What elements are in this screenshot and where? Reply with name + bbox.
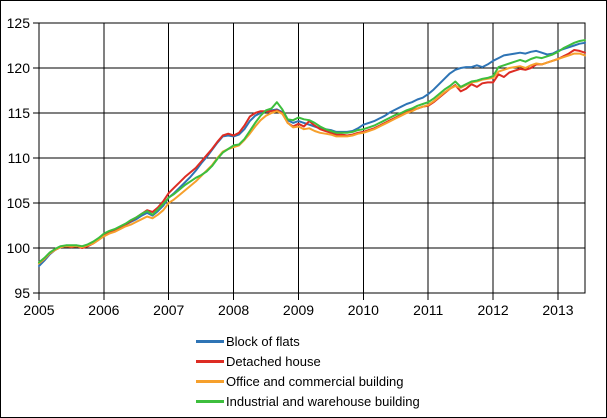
- legend-line-swatch: [196, 399, 224, 403]
- x-axis-label: 2010: [348, 302, 379, 318]
- x-axis-label: 2011: [413, 302, 443, 318]
- plot-frame: [38, 22, 586, 294]
- x-axis-label: 2007: [153, 302, 184, 318]
- x-axis-label: 2012: [478, 302, 509, 318]
- y-axis-label: 115: [8, 105, 31, 121]
- y-axis-label: 95: [14, 285, 30, 301]
- legend-item-block-of-flats: Block of flats: [196, 331, 420, 351]
- x-axis-label: 2006: [88, 302, 119, 318]
- legend-line-swatch: [196, 339, 224, 343]
- x-axis-label: 2013: [542, 302, 573, 318]
- x-axis-label: 2009: [283, 302, 314, 318]
- series-line-office-and-commercial-building: [38, 52, 586, 265]
- legend-line-swatch: [196, 359, 224, 363]
- legend-line-swatch: [196, 379, 224, 383]
- legend-item-office-commercial: Office and commercial building: [196, 371, 420, 391]
- legend-label: Office and commercial building: [226, 373, 404, 389]
- y-axis-label: 100: [7, 240, 31, 256]
- x-axis-label: 2008: [218, 302, 249, 318]
- legend-item-industrial-warehouse: Industrial and warehouse building: [196, 391, 420, 411]
- legend-label: Block of flats: [226, 333, 300, 349]
- legend-item-detached-house: Detached house: [196, 351, 420, 371]
- series-line-industrial-and-warehouse-building: [38, 39, 586, 264]
- legend-label: Detached house: [226, 353, 321, 369]
- series-line-detached-house: [38, 49, 586, 265]
- y-axis-label: 105: [7, 195, 31, 211]
- legend: Block of flats Detached house Office and…: [196, 331, 420, 411]
- y-axis-label: 110: [8, 150, 31, 166]
- legend-label: Industrial and warehouse building: [226, 393, 420, 409]
- y-axis-label: 120: [7, 60, 31, 76]
- x-axis-label: 2005: [23, 302, 54, 318]
- y-axis-label: 125: [7, 15, 31, 31]
